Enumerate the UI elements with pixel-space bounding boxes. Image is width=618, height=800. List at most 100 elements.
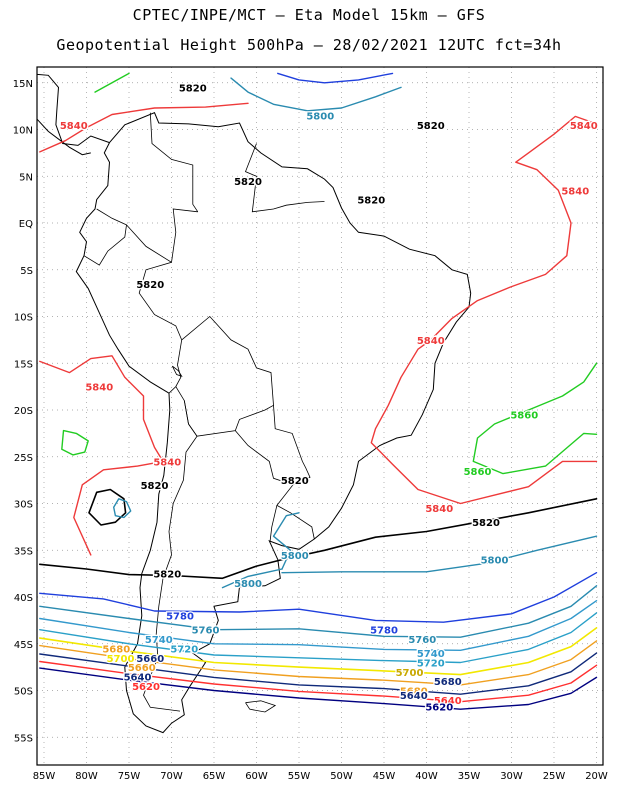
lon-tick-label: 55W xyxy=(288,771,311,782)
lat-tick-label: 10S xyxy=(14,313,33,324)
lon-tick-label: 65W xyxy=(203,771,226,782)
country-border xyxy=(149,112,199,213)
contour-line-5840 xyxy=(39,102,249,153)
lake-outline xyxy=(171,365,183,378)
contour-label: 5860 xyxy=(510,411,538,422)
lat-tick-label: 25S xyxy=(14,453,33,464)
contour-line-5760 xyxy=(39,585,598,638)
lon-tick-label: 45W xyxy=(373,771,396,782)
contour-label: 5820 xyxy=(153,570,181,581)
lat-tick-label: 10N xyxy=(13,126,33,137)
contour-label: 5840 xyxy=(153,457,181,468)
contour-label: 5840 xyxy=(561,186,589,197)
contour-line-5800 xyxy=(272,512,300,570)
contour-label: 5840 xyxy=(60,121,88,132)
contour-label: 5800 xyxy=(281,551,309,562)
lon-tick-label: 85W xyxy=(33,771,56,782)
contour-label: 5820 xyxy=(417,121,445,132)
lat-tick-label: 45S xyxy=(14,640,33,651)
contour-label: 5860 xyxy=(464,467,492,478)
contour-label: 5800 xyxy=(234,579,262,590)
island-outline xyxy=(245,700,277,713)
contour-label: 5780 xyxy=(166,612,194,623)
contour-line-5740 xyxy=(39,600,598,651)
contour-line-5800 xyxy=(230,77,402,112)
contour-label: 5700 xyxy=(396,668,424,679)
contour-label: 5840 xyxy=(417,336,445,347)
contour-line-5820 xyxy=(39,498,598,580)
contour-label: 5640 xyxy=(400,691,428,702)
lat-tick-label: 15S xyxy=(14,359,33,370)
contour-lines xyxy=(39,72,598,710)
contour-label: 5820 xyxy=(281,476,309,487)
lon-tick-label: 30W xyxy=(500,771,523,782)
contour-line-5800 xyxy=(281,535,598,574)
contour-line-5780 xyxy=(39,572,598,623)
central-america-coastline xyxy=(37,73,110,146)
lon-tick-label: 80W xyxy=(75,771,98,782)
contour-label: 5760 xyxy=(408,635,436,646)
country-border xyxy=(126,224,172,263)
contour-label: 5800 xyxy=(481,556,509,567)
contour-line-5840 xyxy=(370,115,598,505)
map-frame xyxy=(36,66,604,766)
contour-line-5800 xyxy=(221,568,283,589)
lat-tick-label: 5N xyxy=(19,172,33,183)
contour-label: 5820 xyxy=(136,280,164,291)
country-border xyxy=(83,208,127,266)
contour-label: 5680 xyxy=(102,644,130,655)
country-border xyxy=(273,405,315,540)
contour-label: 5700 xyxy=(107,654,135,665)
lon-tick-label: 25W xyxy=(543,771,566,782)
south-america-coastline xyxy=(75,112,472,734)
contour-line-5780 xyxy=(277,72,394,84)
contour-label: 5820 xyxy=(472,518,500,529)
lat-tick-label: 5S xyxy=(20,266,33,277)
lat-tick-label: EQ xyxy=(19,219,33,230)
lon-tick-label: 60W xyxy=(245,771,268,782)
pacific-coastline xyxy=(37,118,91,156)
country-border xyxy=(138,208,198,394)
contour-line-5820 xyxy=(88,488,127,526)
contour-line-5860 xyxy=(61,429,89,456)
contour-line-5860 xyxy=(472,362,598,475)
contour-line-5840 xyxy=(39,355,164,556)
contour-label: 5740 xyxy=(417,649,445,660)
contour-label: 5720 xyxy=(417,658,445,669)
lat-tick-label: 40S xyxy=(14,593,33,604)
contour-label: 5800 xyxy=(306,111,334,122)
contour-line-5860 xyxy=(94,72,130,93)
contour-line-5640 xyxy=(39,660,598,703)
lon-tick-label: 70W xyxy=(160,771,183,782)
contour-label: 5640 xyxy=(124,672,152,683)
contour-line-5680 xyxy=(39,640,598,686)
contour-label: 5640 xyxy=(434,696,462,707)
contour-label: 5820 xyxy=(357,196,385,207)
contour-label: 5820 xyxy=(141,481,169,492)
lon-tick-label: 50W xyxy=(330,771,353,782)
contour-label-group: 5820 5800 5820 5840 5840 5840 5820 5820 5820 5840… xyxy=(59,82,599,714)
country-border xyxy=(269,505,278,541)
contour-label: 5660 xyxy=(136,654,164,665)
map-title-line-1: CPTEC/INPE/MCT – Eta Model 15km – GFS xyxy=(132,6,486,24)
contour-label: 5680 xyxy=(400,687,428,698)
contour-label: 5840 xyxy=(85,383,113,394)
lat-tick-label: 50S xyxy=(14,687,33,698)
contour-label: 5760 xyxy=(192,626,220,637)
country-border xyxy=(244,143,325,213)
contour-label: 5840 xyxy=(570,121,598,132)
contour-line-5660 xyxy=(39,652,598,695)
axis-tick-labels: 15N 10N 5N EQ 5S 10S 15S 20S 25S 30S 35S 40S 45S 50S 5… xyxy=(13,79,608,782)
contour-label: 5680 xyxy=(434,677,462,688)
lon-tick-label: 40W xyxy=(415,771,438,782)
country-border xyxy=(234,430,294,486)
contour-line-5800 xyxy=(113,498,132,519)
lon-tick-label: 75W xyxy=(118,771,141,782)
lon-tick-label: 35W xyxy=(458,771,481,782)
lat-tick-label: 20S xyxy=(14,406,33,417)
caribbean-island xyxy=(45,11,129,37)
contour-label: 5780 xyxy=(370,626,398,637)
country-border xyxy=(181,315,274,437)
lat-tick-label: 55S xyxy=(14,733,33,744)
